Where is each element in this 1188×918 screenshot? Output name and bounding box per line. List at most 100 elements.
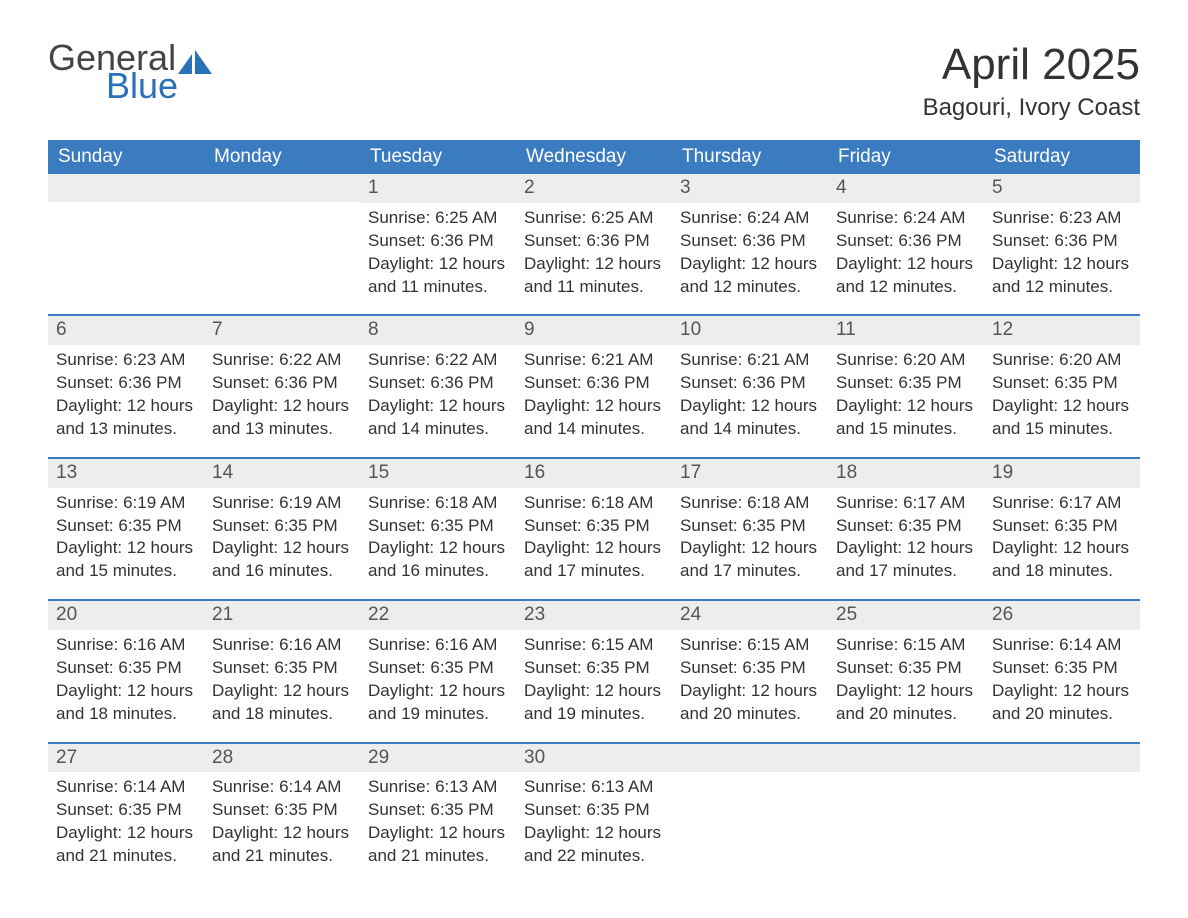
sunrise-text: Sunrise: 6:17 AM: [836, 492, 976, 515]
dow-wednesday: Wednesday: [516, 140, 672, 174]
day-number: 24: [672, 601, 828, 630]
daylight-text: Daylight: 12 hours and 21 minutes.: [56, 822, 196, 868]
day-details: Sunrise: 6:14 AMSunset: 6:35 PMDaylight:…: [48, 772, 204, 884]
sunset-text: Sunset: 6:35 PM: [56, 657, 196, 680]
day-number: 8: [360, 316, 516, 345]
sunset-text: Sunset: 6:35 PM: [992, 515, 1132, 538]
day-number: 13: [48, 459, 204, 488]
day-details: Sunrise: 6:15 AMSunset: 6:35 PMDaylight:…: [516, 630, 672, 742]
logo-text-blue: Blue: [106, 68, 212, 104]
day-number: 17: [672, 459, 828, 488]
daylight-text: Daylight: 12 hours and 19 minutes.: [524, 680, 664, 726]
calendar-day: 19Sunrise: 6:17 AMSunset: 6:35 PMDayligh…: [984, 459, 1140, 599]
day-details: Sunrise: 6:24 AMSunset: 6:36 PMDaylight:…: [672, 203, 828, 315]
sunset-text: Sunset: 6:36 PM: [992, 230, 1132, 253]
sunrise-text: Sunrise: 6:24 AM: [836, 207, 976, 230]
calendar-week: 1Sunrise: 6:25 AMSunset: 6:36 PMDaylight…: [48, 174, 1140, 314]
daylight-text: Daylight: 12 hours and 17 minutes.: [524, 537, 664, 583]
day-details: Sunrise: 6:24 AMSunset: 6:36 PMDaylight:…: [828, 203, 984, 315]
sunset-text: Sunset: 6:36 PM: [524, 372, 664, 395]
sunset-text: Sunset: 6:35 PM: [212, 515, 352, 538]
sunrise-text: Sunrise: 6:22 AM: [212, 349, 352, 372]
day-details: Sunrise: 6:18 AMSunset: 6:35 PMDaylight:…: [672, 488, 828, 600]
calendar-day: 10Sunrise: 6:21 AMSunset: 6:36 PMDayligh…: [672, 316, 828, 456]
day-number: 10: [672, 316, 828, 345]
day-number: 16: [516, 459, 672, 488]
sunset-text: Sunset: 6:36 PM: [368, 230, 508, 253]
calendar-day: 23Sunrise: 6:15 AMSunset: 6:35 PMDayligh…: [516, 601, 672, 741]
day-details: Sunrise: 6:14 AMSunset: 6:35 PMDaylight:…: [984, 630, 1140, 742]
sunrise-text: Sunrise: 6:19 AM: [212, 492, 352, 515]
daylight-text: Daylight: 12 hours and 18 minutes.: [56, 680, 196, 726]
daylight-text: Daylight: 12 hours and 11 minutes.: [368, 253, 508, 299]
day-details: Sunrise: 6:15 AMSunset: 6:35 PMDaylight:…: [828, 630, 984, 742]
day-details: Sunrise: 6:25 AMSunset: 6:36 PMDaylight:…: [516, 203, 672, 315]
day-details: Sunrise: 6:17 AMSunset: 6:35 PMDaylight:…: [984, 488, 1140, 600]
day-number: 11: [828, 316, 984, 345]
daylight-text: Daylight: 12 hours and 17 minutes.: [836, 537, 976, 583]
day-number: 28: [204, 744, 360, 773]
sunset-text: Sunset: 6:36 PM: [524, 230, 664, 253]
daylight-text: Daylight: 12 hours and 18 minutes.: [992, 537, 1132, 583]
dow-tuesday: Tuesday: [360, 140, 516, 174]
daylight-text: Daylight: 12 hours and 19 minutes.: [368, 680, 508, 726]
title-block: April 2025 Bagouri, Ivory Coast: [923, 40, 1140, 122]
calendar-day: 20Sunrise: 6:16 AMSunset: 6:35 PMDayligh…: [48, 601, 204, 741]
sunset-text: Sunset: 6:35 PM: [368, 657, 508, 680]
sunrise-text: Sunrise: 6:20 AM: [992, 349, 1132, 372]
day-details: Sunrise: 6:18 AMSunset: 6:35 PMDaylight:…: [516, 488, 672, 600]
sunset-text: Sunset: 6:35 PM: [212, 657, 352, 680]
day-details: Sunrise: 6:21 AMSunset: 6:36 PMDaylight:…: [672, 345, 828, 457]
calendar-day: 5Sunrise: 6:23 AMSunset: 6:36 PMDaylight…: [984, 174, 1140, 314]
day-number: 6: [48, 316, 204, 345]
day-details: Sunrise: 6:15 AMSunset: 6:35 PMDaylight:…: [672, 630, 828, 742]
day-number: 18: [828, 459, 984, 488]
calendar-day: 17Sunrise: 6:18 AMSunset: 6:35 PMDayligh…: [672, 459, 828, 599]
sunrise-text: Sunrise: 6:22 AM: [368, 349, 508, 372]
calendar-day: [204, 174, 360, 314]
sunset-text: Sunset: 6:35 PM: [56, 515, 196, 538]
calendar-day: 1Sunrise: 6:25 AMSunset: 6:36 PMDaylight…: [360, 174, 516, 314]
calendar-day: 18Sunrise: 6:17 AMSunset: 6:35 PMDayligh…: [828, 459, 984, 599]
day-details: Sunrise: 6:19 AMSunset: 6:35 PMDaylight:…: [204, 488, 360, 600]
calendar-week: 13Sunrise: 6:19 AMSunset: 6:35 PMDayligh…: [48, 457, 1140, 599]
dow-thursday: Thursday: [672, 140, 828, 174]
dow-friday: Friday: [828, 140, 984, 174]
day-number: 12: [984, 316, 1140, 345]
daylight-text: Daylight: 12 hours and 18 minutes.: [212, 680, 352, 726]
day-details: Sunrise: 6:18 AMSunset: 6:35 PMDaylight:…: [360, 488, 516, 600]
day-number: 9: [516, 316, 672, 345]
header: General Blue April 2025 Bagouri, Ivory C…: [48, 40, 1140, 122]
day-details: Sunrise: 6:25 AMSunset: 6:36 PMDaylight:…: [360, 203, 516, 315]
daylight-text: Daylight: 12 hours and 17 minutes.: [680, 537, 820, 583]
daylight-text: Daylight: 12 hours and 21 minutes.: [212, 822, 352, 868]
sunrise-text: Sunrise: 6:15 AM: [680, 634, 820, 657]
day-details: Sunrise: 6:20 AMSunset: 6:35 PMDaylight:…: [984, 345, 1140, 457]
daylight-text: Daylight: 12 hours and 16 minutes.: [212, 537, 352, 583]
sunrise-text: Sunrise: 6:14 AM: [992, 634, 1132, 657]
calendar-day: 14Sunrise: 6:19 AMSunset: 6:35 PMDayligh…: [204, 459, 360, 599]
daylight-text: Daylight: 12 hours and 12 minutes.: [992, 253, 1132, 299]
day-number: 19: [984, 459, 1140, 488]
calendar-day: 9Sunrise: 6:21 AMSunset: 6:36 PMDaylight…: [516, 316, 672, 456]
sunrise-text: Sunrise: 6:15 AM: [524, 634, 664, 657]
sunset-text: Sunset: 6:35 PM: [992, 372, 1132, 395]
day-details: Sunrise: 6:19 AMSunset: 6:35 PMDaylight:…: [48, 488, 204, 600]
day-number: 27: [48, 744, 204, 773]
calendar-day: 29Sunrise: 6:13 AMSunset: 6:35 PMDayligh…: [360, 744, 516, 884]
day-number: 22: [360, 601, 516, 630]
sunrise-text: Sunrise: 6:14 AM: [212, 776, 352, 799]
calendar-day: 12Sunrise: 6:20 AMSunset: 6:35 PMDayligh…: [984, 316, 1140, 456]
sunrise-text: Sunrise: 6:18 AM: [368, 492, 508, 515]
logo: General Blue: [48, 40, 212, 104]
day-details: Sunrise: 6:21 AMSunset: 6:36 PMDaylight:…: [516, 345, 672, 457]
day-number: 29: [360, 744, 516, 773]
day-number: [828, 744, 984, 772]
sunset-text: Sunset: 6:35 PM: [524, 515, 664, 538]
sunrise-text: Sunrise: 6:24 AM: [680, 207, 820, 230]
daylight-text: Daylight: 12 hours and 15 minutes.: [836, 395, 976, 441]
sunrise-text: Sunrise: 6:25 AM: [368, 207, 508, 230]
daylight-text: Daylight: 12 hours and 21 minutes.: [368, 822, 508, 868]
day-details: Sunrise: 6:13 AMSunset: 6:35 PMDaylight:…: [360, 772, 516, 884]
calendar-day: 27Sunrise: 6:14 AMSunset: 6:35 PMDayligh…: [48, 744, 204, 884]
